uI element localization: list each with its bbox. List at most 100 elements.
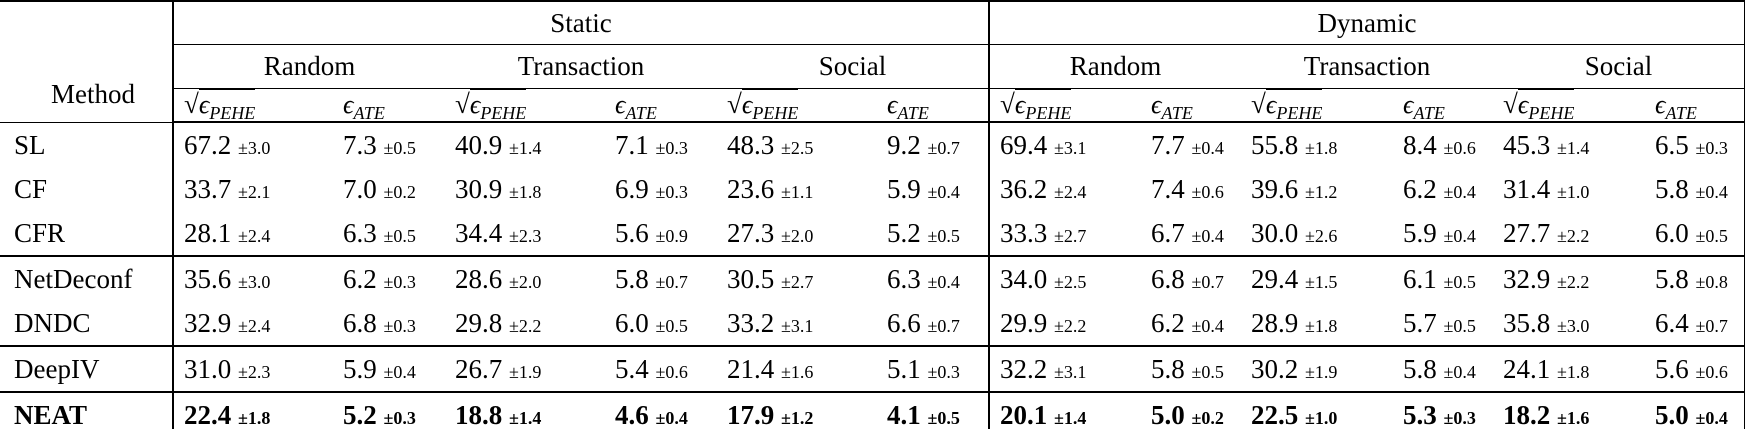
result-stddev: ±2.3 — [509, 226, 542, 247]
result-cell: 69.4 ±3.1 — [988, 122, 1142, 168]
result-stddev: ±2.2 — [1557, 272, 1590, 293]
result-cell: 5.8 ±0.4 — [1645, 167, 1745, 212]
table-row-cf: CF 33.7 ±2.1 7.0 ±0.2 30.9 ±1.8 6.9 ±0.3 23.6… — [0, 167, 1745, 212]
result-cell: 30.2 ±1.9 — [1241, 346, 1394, 394]
result-cell: 29.4 ±1.5 — [1241, 256, 1393, 301]
result-value: 27.3 — [727, 218, 781, 249]
result-stddev: ±0.7 — [1695, 316, 1728, 337]
result-stddev: ±0.7 — [655, 272, 688, 293]
result-value: 5.4 — [615, 354, 656, 385]
result-cell: 29.9 ±2.2 — [988, 301, 1142, 348]
result-cell: 5.7 ±0.5 — [1393, 301, 1494, 348]
result-stddev: ±0.5 — [655, 316, 688, 337]
table-row-netdeconf: NetDeconf 35.6 ±3.0 6.2 ±0.3 28.6 ±2.0 5.8 ±… — [0, 256, 1745, 302]
sqrt-epsilon-pehe-label: √ϵPEHE — [1251, 89, 1323, 124]
sqrt-epsilon-pehe-label: √ϵPEHE — [184, 89, 256, 124]
result-cell: 39.6 ±1.2 — [1241, 167, 1393, 211]
result-cell: 5.3 ±0.3 — [1393, 392, 1493, 429]
result-value: 7.0 — [343, 174, 384, 205]
subgroup-header-dynamic-random: Random — [988, 44, 1242, 89]
result-stddev: ±0.7 — [1191, 272, 1224, 293]
result-cell: 23.6 ±1.1 — [717, 167, 877, 211]
result-value: 48.3 — [727, 130, 781, 161]
result-stddev: ±3.1 — [1054, 362, 1087, 383]
sqrt-epsilon-pehe-label: √ϵPEHE — [727, 89, 799, 124]
result-value: 5.0 — [1151, 400, 1192, 429]
result-stddev: ±1.4 — [1054, 408, 1087, 429]
metric-header-pehe: √ϵPEHE — [445, 88, 605, 124]
result-stddev: ±0.7 — [927, 138, 960, 159]
result-stddev: ±2.7 — [1054, 226, 1087, 247]
result-cell: 5.0 ±0.2 — [1141, 392, 1241, 429]
result-stddev: ±0.9 — [655, 226, 688, 247]
result-stddev: ±0.4 — [1191, 138, 1224, 159]
subgroup-header-static-transaction: Transaction — [445, 44, 717, 89]
metric-header-ate: ϵATE — [1141, 88, 1242, 124]
result-stddev: ±0.5 — [927, 408, 960, 429]
result-cell: 22.5 ±1.0 — [1241, 392, 1393, 429]
result-stddev: ±0.4 — [927, 272, 960, 293]
result-stddev: ±0.4 — [1443, 226, 1476, 247]
result-value: 5.8 — [1655, 264, 1696, 295]
method-name: NEAT — [0, 392, 174, 429]
result-cell: 28.9 ±1.8 — [1241, 301, 1394, 348]
result-value: 6.2 — [1403, 174, 1444, 205]
result-stddev: ±0.3 — [655, 138, 688, 159]
result-value: 8.4 — [1403, 130, 1444, 161]
result-cell: 45.3 ±1.4 — [1493, 122, 1645, 167]
metric-header-ate: ϵATE — [1645, 88, 1745, 124]
result-stddev: ±0.5 — [927, 226, 960, 247]
result-cell: 32.2 ±3.1 — [988, 346, 1142, 394]
result-cell: 5.9 ±0.4 — [1393, 211, 1494, 258]
result-value: 5.0 — [1655, 400, 1696, 429]
metric-header-ate: ϵATE — [877, 88, 990, 124]
result-value: 5.2 — [887, 218, 928, 249]
result-value: 32.9 — [184, 308, 238, 339]
result-stddev: ±0.5 — [383, 226, 416, 247]
table-row-neat: NEAT 22.4 ±1.8 5.2 ±0.3 18.8 ±1.4 4.6 ±0.4 17… — [0, 392, 1745, 429]
subgroup-header-static-random: Random — [173, 44, 445, 89]
result-stddev: ±2.2 — [509, 316, 542, 337]
result-stddev: ±2.2 — [1557, 226, 1590, 247]
result-stddev: ±0.6 — [1443, 138, 1476, 159]
result-value: 5.7 — [1403, 308, 1444, 339]
result-stddev: ±2.4 — [238, 316, 271, 337]
result-value: 69.4 — [1000, 130, 1055, 161]
radical-sign: √ — [1503, 89, 1518, 119]
group-header-static: Static — [173, 1, 990, 45]
result-cell: 5.6 ±0.9 — [605, 211, 717, 258]
result-value: 5.9 — [887, 174, 928, 205]
result-cell: 6.2 ±0.4 — [1393, 167, 1493, 211]
result-stddev: ±1.2 — [1305, 182, 1338, 203]
result-value: 29.8 — [455, 308, 509, 339]
result-cell: 6.4 ±0.7 — [1645, 301, 1745, 348]
result-value: 20.1 — [1000, 400, 1055, 429]
result-cell: 18.2 ±1.6 — [1493, 392, 1645, 429]
result-stddev: ±1.4 — [1557, 138, 1590, 159]
result-value: 6.2 — [1151, 308, 1192, 339]
result-stddev: ±1.0 — [1557, 182, 1590, 203]
result-cell: 5.9 ±0.4 — [877, 167, 989, 211]
result-value: 6.1 — [1403, 264, 1444, 295]
result-stddev: ±0.7 — [927, 316, 960, 337]
table-row-cfr: CFR 28.1 ±2.4 6.3 ±0.5 34.4 ±2.3 5.6 ±0.9 27.… — [0, 211, 1745, 258]
result-stddev: ±2.0 — [509, 272, 542, 293]
metric-header-ate: ϵATE — [333, 88, 445, 124]
result-cell: 48.3 ±2.5 — [717, 122, 877, 167]
result-value: 28.1 — [184, 218, 238, 249]
result-value: 24.1 — [1503, 354, 1558, 385]
result-stddev: ±1.8 — [509, 182, 542, 203]
result-value: 18.8 — [455, 400, 509, 429]
result-value: 6.9 — [615, 174, 656, 205]
metric-header-pehe: √ϵPEHE — [988, 88, 1142, 124]
result-stddev: ±0.4 — [1191, 316, 1224, 337]
result-cell: 35.8 ±3.0 — [1493, 301, 1646, 348]
result-value: 34.4 — [455, 218, 509, 249]
metric-header-pehe: √ϵPEHE — [173, 88, 333, 124]
result-stddev: ±0.6 — [655, 362, 688, 383]
result-value: 5.8 — [1151, 354, 1192, 385]
result-cell: 18.8 ±1.4 — [445, 392, 605, 429]
result-cell: 55.8 ±1.8 — [1241, 122, 1393, 167]
method-name: CF — [0, 167, 174, 212]
